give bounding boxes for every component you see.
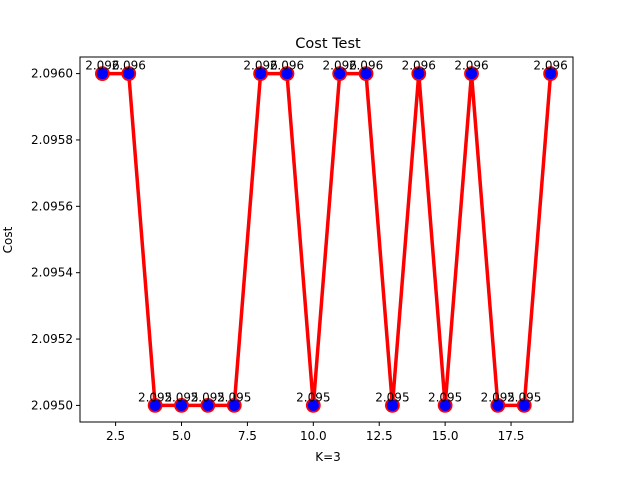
data-point-marker [543, 66, 558, 81]
chart-title: Cost Test [295, 36, 361, 52]
data-point-marker [305, 398, 321, 413]
data-point-label: 2.095 [296, 390, 330, 404]
data-point-marker [253, 66, 268, 81]
data-point-label: 2.096 [454, 59, 488, 73]
y-tick-label: 2.0958 [31, 133, 73, 147]
y-tick-label: 2.0954 [31, 266, 73, 280]
data-point-label: 2.096 [85, 59, 119, 73]
data-point-label: 2.095 [138, 390, 172, 404]
data-point-label: 2.096 [402, 59, 436, 73]
data-point-marker [437, 398, 453, 413]
data-point-marker [332, 66, 348, 81]
data-point-marker [147, 398, 163, 413]
x-tick-label: 7.5 [238, 429, 257, 443]
data-point-label: 2.096 [270, 59, 304, 73]
x-tick-label: 12.5 [366, 429, 393, 443]
y-tick-label: 2.0956 [31, 199, 73, 213]
data-point-marker [95, 66, 110, 81]
x-tick-label: 5.0 [172, 429, 191, 443]
data-point-marker [385, 398, 400, 413]
data-point-label: 2.096 [533, 59, 567, 73]
data-point-marker [121, 66, 137, 81]
data-point-label: 2.096 [243, 59, 277, 73]
data-point-label: 2.096 [112, 59, 146, 73]
y-tick-label: 2.0960 [31, 67, 73, 81]
data-point-marker [226, 398, 242, 413]
data-point-marker [358, 66, 374, 81]
x-tick-label: 2.5 [106, 429, 125, 443]
data-point-label: 2.095 [375, 390, 409, 404]
data-point-label: 2.095 [481, 390, 515, 404]
data-point-label: 2.095 [217, 390, 251, 404]
x-axis-label: K=3 [315, 450, 341, 464]
data-point-label: 2.095 [428, 390, 462, 404]
series-line [100, 71, 553, 408]
y-axis-label: Cost [1, 226, 15, 253]
x-tick-label: 15.0 [432, 429, 459, 443]
data-point-marker [490, 398, 506, 413]
data-point-marker [464, 66, 479, 81]
data-point-marker [200, 398, 216, 413]
data-point-label: 2.095 [164, 390, 198, 404]
data-point-label: 2.096 [349, 59, 383, 73]
plot-frame [79, 56, 574, 423]
y-tick-label: 2.0952 [31, 332, 73, 346]
data-point-label: 2.095 [507, 390, 541, 404]
x-tick-label: 10.0 [300, 429, 327, 443]
y-tick-label: 2.0950 [31, 398, 73, 412]
data-point-marker [516, 398, 532, 413]
data-point-marker [279, 66, 295, 81]
data-point-marker [174, 398, 189, 413]
data-point-marker [411, 66, 427, 81]
data-point-label: 2.096 [323, 59, 357, 73]
data-point-label: 2.095 [191, 390, 225, 404]
x-tick-label: 17.5 [498, 429, 525, 443]
